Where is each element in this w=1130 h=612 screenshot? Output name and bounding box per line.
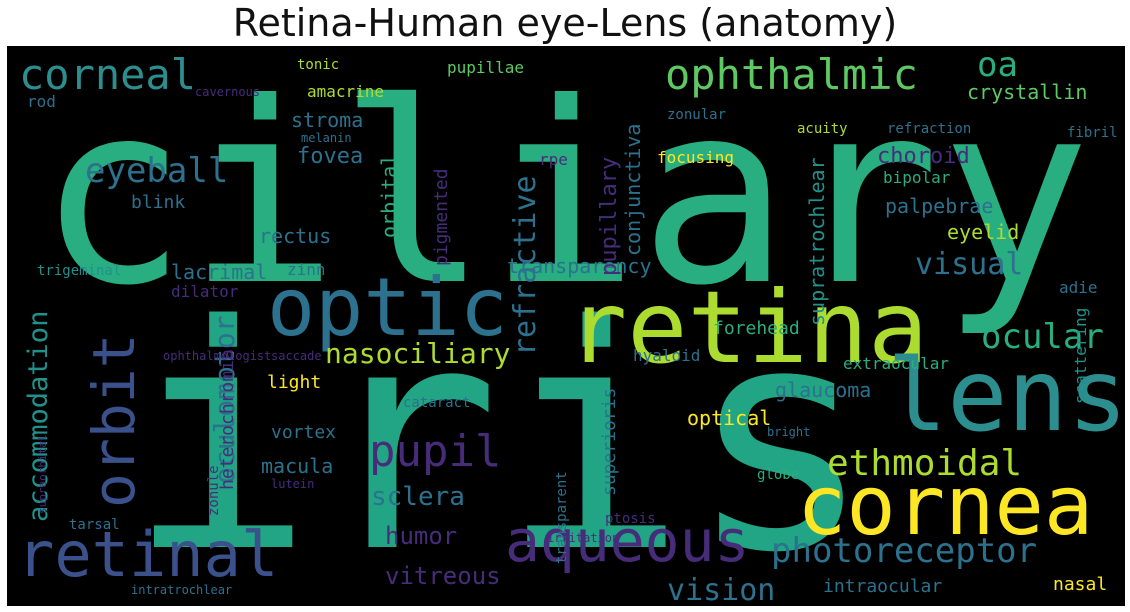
- word-supraorbital: supraorbital: [36, 434, 49, 514]
- word-sclera: sclera: [371, 482, 465, 512]
- word-retinal: retinal: [17, 518, 279, 591]
- word-zonule: zonule: [206, 465, 222, 516]
- word-oa: oa: [977, 46, 1018, 85]
- word-visual: visual: [915, 247, 1024, 282]
- word-saccade: saccade: [271, 349, 322, 363]
- word-refraction: refraction: [887, 121, 972, 137]
- word-blink: blink: [131, 192, 186, 213]
- word-optic: optic: [267, 261, 508, 354]
- word-fibril: fibril: [1067, 125, 1118, 141]
- word-intratrochlear: intratrochlear: [131, 583, 233, 597]
- word-eyeball: eyeball: [85, 151, 229, 191]
- word-nasal: nasal: [1053, 574, 1108, 595]
- word-acuity: acuity: [797, 121, 848, 137]
- word-aqueous: aqueous: [505, 507, 750, 575]
- word-orbital: orbital: [377, 153, 401, 238]
- word-amacrine: amacrine: [307, 82, 385, 101]
- word-ciliary: ciliary: [37, 49, 1091, 340]
- word-cavernous: cavernous: [195, 85, 261, 99]
- word-cataract: cataract: [403, 395, 471, 411]
- word-ophthalmologist: ophthalmologist: [163, 349, 272, 363]
- word-light: light: [267, 372, 322, 393]
- word-transparent: transparent: [554, 471, 570, 564]
- word-pupillae: pupillae: [447, 58, 525, 77]
- word-tonic: tonic: [297, 57, 340, 73]
- word-vision: vision: [667, 573, 776, 606]
- word-bipolar: bipolar: [883, 168, 951, 187]
- word-iris: iris: [127, 260, 874, 606]
- word-pigmented: pigmented: [431, 168, 452, 266]
- word-zonular: zonular: [667, 107, 727, 123]
- word-optical: optical: [687, 406, 772, 430]
- word-globe: globe: [757, 467, 800, 483]
- word-glaucoma: glaucoma: [775, 378, 872, 402]
- word-choroid: choroid: [877, 144, 970, 169]
- word-melanin: melanin: [301, 131, 352, 145]
- word-lacrimal: lacrimal: [171, 260, 268, 284]
- word-lens: lens: [887, 337, 1125, 454]
- word-bright: bright: [767, 425, 811, 439]
- word-irritation: irritation: [547, 531, 620, 545]
- word-supratrochlear: supratrochlear: [805, 157, 829, 326]
- word-adie: adie: [1059, 278, 1098, 297]
- word-stroma: stroma: [291, 108, 364, 132]
- word-lutein: lutein: [271, 477, 315, 491]
- word-ocular: ocular: [981, 317, 1104, 357]
- word-macula: macula: [261, 454, 334, 478]
- word-extraocular: extraocular: [843, 354, 949, 373]
- word-transparency: transparency: [507, 254, 652, 278]
- word-retina: retina: [567, 269, 929, 386]
- word-pupil: pupil: [369, 426, 502, 477]
- word-vortex: vortex: [271, 422, 337, 443]
- word-conjunctiva: conjunctiva: [621, 123, 645, 256]
- word-rectus: rectus: [259, 224, 332, 248]
- word-palpebrae: palpebrae: [885, 194, 994, 218]
- word-hyaloid: hyaloid: [633, 346, 701, 365]
- word-focusing: focusing: [657, 148, 735, 167]
- word-trigeminal: trigeminal: [37, 263, 122, 279]
- word-orbit: orbit: [80, 333, 148, 508]
- word-cloud: ciliary iris retina retinal cornea lens …: [7, 46, 1125, 606]
- word-cornea: cornea: [797, 459, 1094, 554]
- word-tarsal: tarsal: [69, 517, 120, 533]
- word-zinn: zinn: [287, 260, 326, 279]
- word-nasociliary: nasociliary: [325, 337, 511, 370]
- word-pupillary: pupillary: [597, 156, 622, 276]
- word-eyelid: eyelid: [947, 220, 1020, 244]
- word-photoreceptor: photoreceptor: [771, 531, 1038, 571]
- word-rod: rod: [27, 92, 56, 111]
- word-rpe: rpe: [539, 150, 568, 169]
- word-ptosis: ptosis: [605, 511, 656, 527]
- word-ethmoidal: ethmoidal: [827, 443, 1023, 484]
- word-scattering: scattering: [1071, 307, 1090, 404]
- word-superioris: superioris: [599, 387, 620, 496]
- word-intraocular: intraocular: [823, 576, 943, 597]
- word-forehead: forehead: [713, 318, 800, 339]
- word-fovea: fovea: [297, 144, 364, 169]
- chart-title: Retina-Human eye-Lens (anatomy): [232, 1, 898, 45]
- word-dilator: dilator: [171, 282, 239, 301]
- word-vitreous: vitreous: [385, 562, 501, 590]
- word-ophthalmic: ophthalmic: [665, 50, 918, 99]
- word-humor: humor: [385, 522, 458, 550]
- word-crystallin: crystallin: [967, 80, 1088, 104]
- word-corneal: corneal: [19, 50, 197, 99]
